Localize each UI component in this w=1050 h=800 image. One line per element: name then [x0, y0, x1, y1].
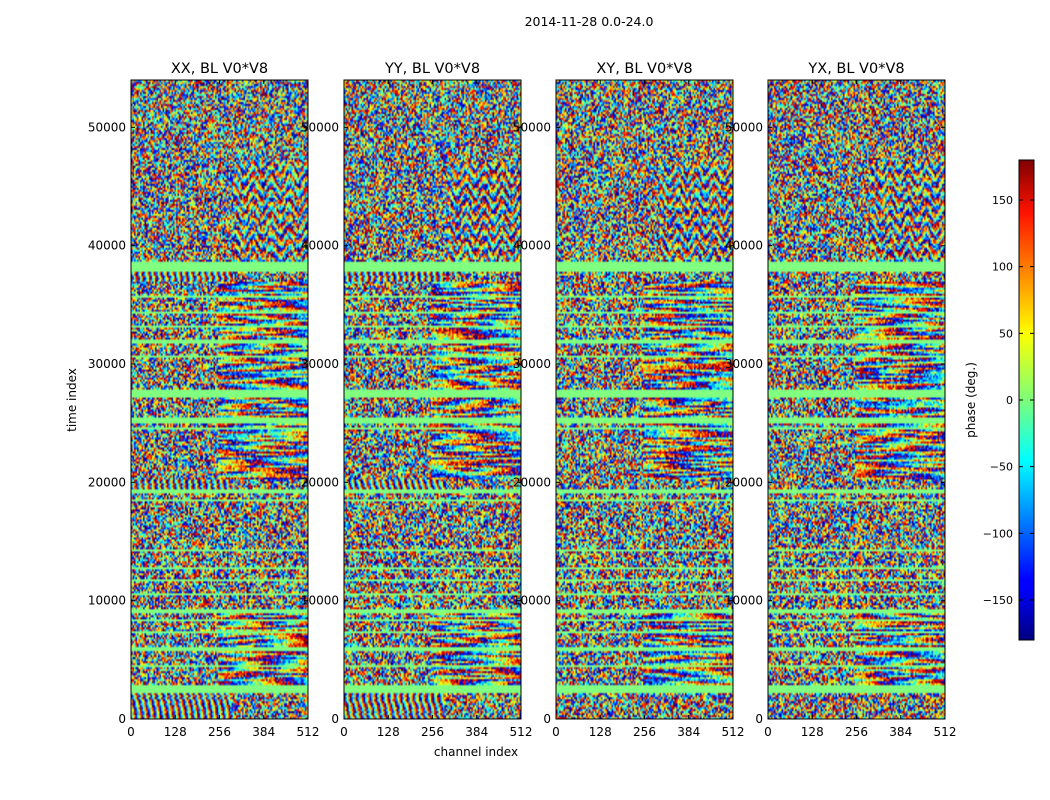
colorbar-tick-label: 50 — [999, 327, 1013, 340]
y-tick-label: 50000 — [725, 120, 763, 134]
x-tick-label: 512 — [722, 725, 745, 739]
y-tick-label: 40000 — [513, 239, 551, 253]
colorbar-tick-label: −50 — [990, 461, 1013, 474]
x-tick-label: 128 — [164, 725, 187, 739]
y-tick-label: 30000 — [301, 357, 339, 371]
x-tick-label: 256 — [421, 725, 444, 739]
figure-suptitle: 2014-11-28 0.0-24.0 — [525, 14, 654, 29]
colorbar-tick-label: 150 — [992, 194, 1013, 207]
x-tick-label: 256 — [208, 725, 231, 739]
y-tick-label: 0 — [331, 712, 339, 726]
y-tick-label: 30000 — [88, 357, 126, 371]
panel-title: XY, BL V0*V8 — [596, 61, 692, 77]
y-tick-label: 50000 — [513, 120, 551, 134]
x-tick-label: 0 — [127, 725, 135, 739]
x-tick-label: 384 — [677, 725, 700, 739]
y-tick-label: 30000 — [513, 357, 551, 371]
x-tick-label: 512 — [934, 725, 957, 739]
y-tick-label: 40000 — [725, 239, 763, 253]
x-tick-label: 0 — [764, 725, 772, 739]
y-tick-label: 10000 — [88, 594, 126, 608]
y-tick-label: 0 — [755, 712, 763, 726]
colorbar: −150 −100 −50 0 50 100 150 phase (deg.) — [964, 159, 1035, 641]
y-axis-label: time index — [65, 368, 79, 432]
x-tick-label: 0 — [552, 725, 560, 739]
x-tick-label: 384 — [252, 725, 275, 739]
x-tick-label: 256 — [633, 725, 656, 739]
phase-image-xy — [556, 80, 733, 719]
panel-xx: XX, BL V0*V8 0 128 256 384 512 0 10000 20000 3000… — [88, 61, 320, 739]
x-tick-label: 512 — [510, 725, 533, 739]
phase-image-yx — [768, 80, 945, 719]
x-tick-label: 512 — [297, 725, 320, 739]
phase-image-xx — [131, 80, 308, 719]
colorbar-label: phase (deg.) — [964, 362, 978, 438]
y-tick-label: 0 — [543, 712, 551, 726]
y-tick-label: 20000 — [725, 475, 763, 489]
y-tick-label: 20000 — [513, 475, 551, 489]
panel-yy: YY, BL V0*V8 0 128 256 384 512 0 10000 20000 3000… — [301, 61, 533, 739]
y-tick-label: 0 — [118, 712, 126, 726]
y-tick-label: 10000 — [725, 594, 763, 608]
colorbar-tick-label: 100 — [992, 261, 1013, 274]
y-tick-label: 40000 — [88, 239, 126, 253]
colorbar-tick-label: 0 — [1006, 394, 1013, 407]
colorbar-ticks: −150 −100 −50 0 50 100 150 — [983, 194, 1034, 607]
y-tick-label: 50000 — [88, 120, 126, 134]
x-axis-label: channel index — [434, 745, 518, 759]
phase-image-yy — [344, 80, 521, 719]
x-tick-label: 384 — [889, 725, 912, 739]
y-tick-label: 20000 — [88, 475, 126, 489]
panel-title: YY, BL V0*V8 — [384, 61, 480, 77]
x-tick-label: 0 — [340, 725, 348, 739]
x-tick-label: 256 — [845, 725, 868, 739]
x-tick-label: 128 — [377, 725, 400, 739]
y-tick-label: 10000 — [513, 594, 551, 608]
x-tick-label: 128 — [589, 725, 612, 739]
panels: XX, BL V0*V8 0 128 256 384 512 0 10000 20000 3000… — [88, 61, 957, 739]
colorbar-tick-label: −150 — [983, 594, 1013, 607]
panel-xy: XY, BL V0*V8 0 128 256 384 512 0 10000 20000 3000… — [513, 61, 745, 739]
panel-title: YX, BL V0*V8 — [807, 61, 904, 77]
y-tick-label: 50000 — [301, 120, 339, 134]
colorbar-tick-label: −100 — [983, 527, 1013, 540]
y-tick-label: 10000 — [301, 594, 339, 608]
x-tick-label: 384 — [465, 725, 488, 739]
y-tick-label: 20000 — [301, 475, 339, 489]
y-tick-label: 30000 — [725, 357, 763, 371]
panel-yx: YX, BL V0*V8 0 128 256 384 512 0 10000 20000 3000… — [725, 61, 957, 739]
panel-title: XX, BL V0*V8 — [171, 61, 268, 77]
y-tick-label: 40000 — [301, 239, 339, 253]
x-tick-label: 128 — [801, 725, 824, 739]
